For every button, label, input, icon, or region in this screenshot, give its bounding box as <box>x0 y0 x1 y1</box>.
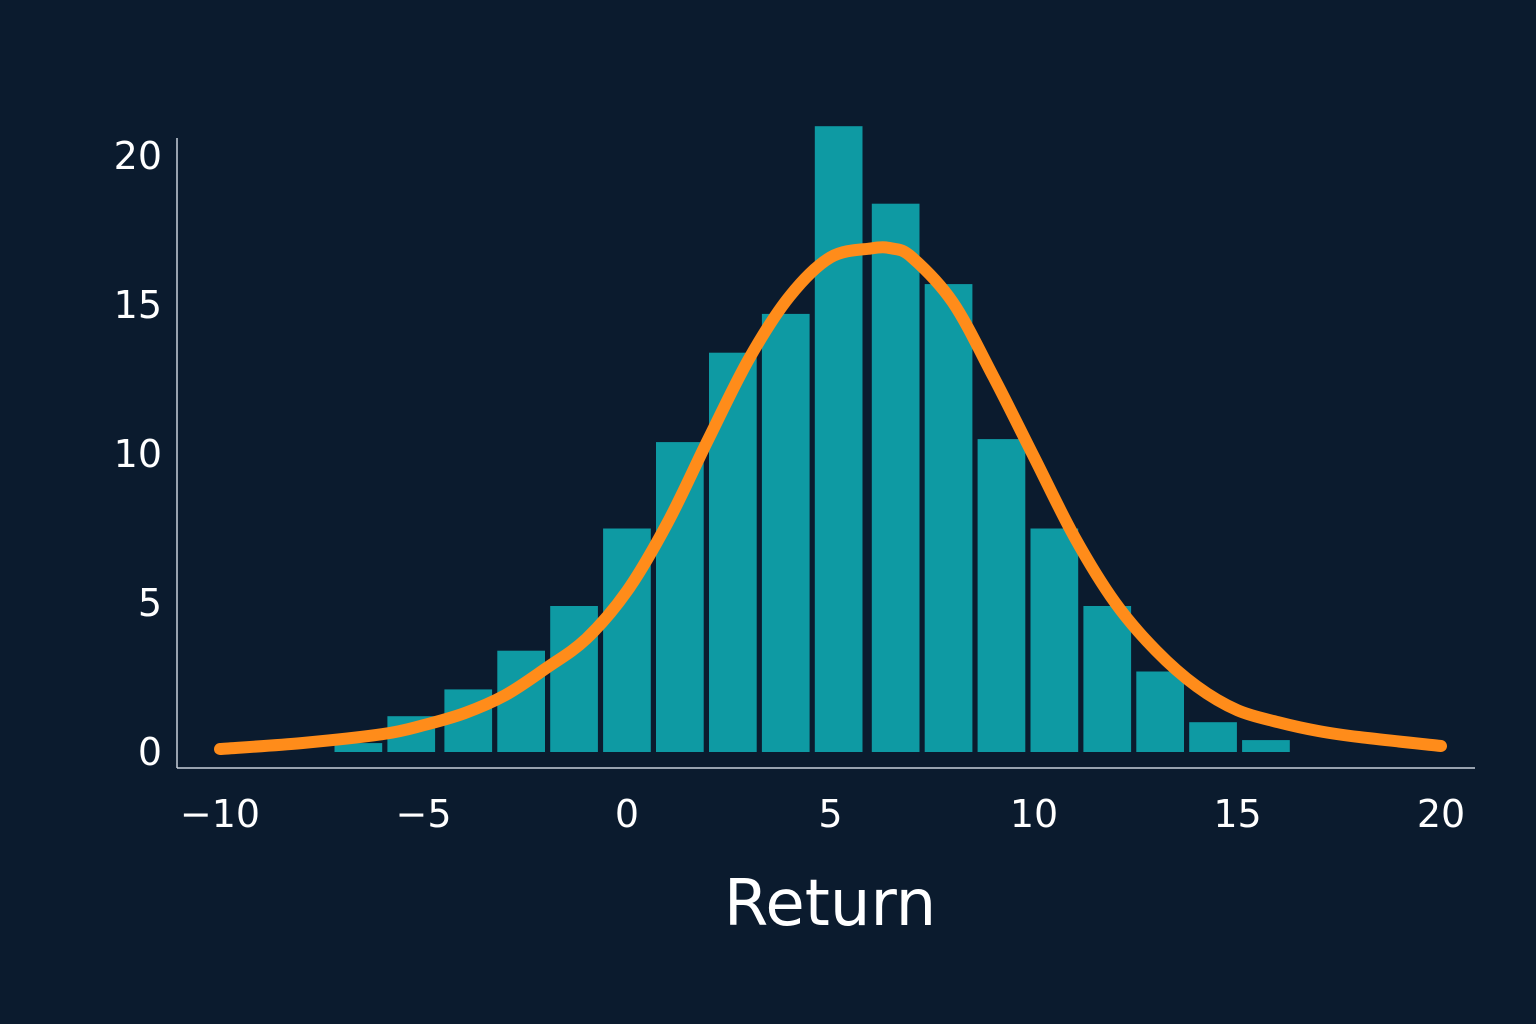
histogram-bar <box>924 284 973 752</box>
histogram-bar <box>1242 740 1290 752</box>
x-tick-label: 20 <box>1417 792 1465 836</box>
x-tick-label: 0 <box>615 792 639 836</box>
histogram-bar <box>1030 528 1079 752</box>
y-tick-label: 10 <box>114 432 162 476</box>
histogram-bar <box>977 439 1026 752</box>
histogram-bar <box>761 313 810 752</box>
histogram-bar <box>334 743 383 752</box>
histogram-bar <box>1136 671 1184 752</box>
y-tick-label: 0 <box>138 730 162 774</box>
x-tick-label: −10 <box>180 792 260 836</box>
x-tick-label: 15 <box>1213 792 1261 836</box>
histogram-bar <box>871 203 920 752</box>
y-tick-label: 20 <box>114 134 162 178</box>
x-tick-label: 10 <box>1010 792 1058 836</box>
y-tick-labels: 0 5 10 15 20 <box>114 134 162 774</box>
histogram-bar <box>1083 606 1132 752</box>
y-tick-label: 5 <box>138 581 162 625</box>
histogram-bar <box>814 126 863 752</box>
x-tick-labels: −10 −5 0 5 10 15 20 <box>180 792 1465 836</box>
histogram-bar <box>1189 722 1237 752</box>
x-tick-label: −5 <box>395 792 451 836</box>
histogram-bars <box>334 126 1290 752</box>
x-tick-label: 5 <box>818 792 842 836</box>
density-fit-curve <box>214 241 1447 755</box>
y-tick-label: 15 <box>114 283 162 327</box>
x-axis-title: Return <box>724 867 936 941</box>
